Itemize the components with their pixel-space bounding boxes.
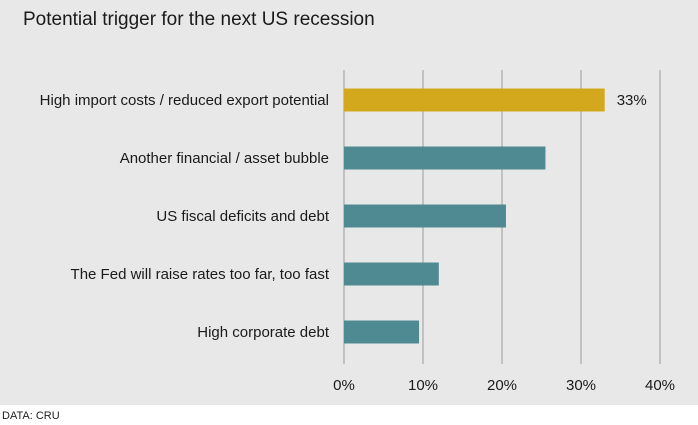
bar-chart: 0% 10% 20% 30% 40% High import costs / reduce… <box>40 70 675 394</box>
bar <box>344 88 605 112</box>
bar <box>344 320 420 344</box>
x-tick-label: 30% <box>566 377 596 394</box>
category-label: High corporate debt <box>197 324 330 341</box>
source-note: DATA: CRU <box>2 410 60 422</box>
category-label: The Fed will raise rates too far, too fa… <box>71 266 330 283</box>
x-tick-label: 10% <box>408 377 438 394</box>
x-tick-label: 0% <box>333 377 355 394</box>
x-tick-label: 20% <box>487 377 517 394</box>
chart-title: Potential trigger for the next US recess… <box>23 9 375 30</box>
data-label: 33% <box>617 92 647 109</box>
category-label: High import costs / reduced export poten… <box>40 92 329 109</box>
bar <box>344 262 439 286</box>
bar <box>344 204 506 228</box>
bar <box>344 146 546 170</box>
x-tick-label: 40% <box>645 377 675 394</box>
category-label: Another financial / asset bubble <box>120 150 329 167</box>
category-label: US fiscal deficits and debt <box>156 208 329 225</box>
